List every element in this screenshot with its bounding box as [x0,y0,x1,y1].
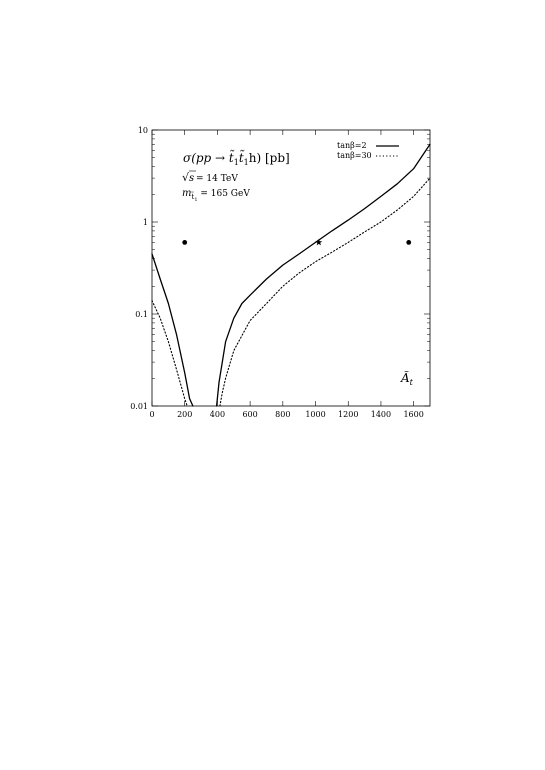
x-tick-label: 1400 [371,410,391,419]
y-tick-label: 10 [138,126,148,135]
series-line-tanb30 [151,300,188,407]
svg-text:s: s [189,173,194,184]
svg-text:= 14 TeV: = 14 TeV [196,174,238,184]
axis-ticks: 0 200 400 600 800 1000 1200 1400 1600 0.01 0.1 1 10 [130,126,430,419]
legend: tanβ=2 tanβ=30 [337,141,399,160]
x-tick-label: 600 [242,410,257,419]
x-axis-label: Ãt [400,370,414,387]
y-tick-label: 0.01 [130,402,148,411]
x-tick-label: 800 [275,410,290,419]
series-line-tanb2 [215,143,431,407]
energy-annotation: √ s = 14 TeV [182,170,238,184]
legend-label-tanb30: tanβ=30 [337,151,372,160]
x-tick-label: 0 [149,410,154,419]
svg-text:√: √ [182,171,190,184]
x-tick-label: 1200 [338,410,358,419]
series-line-tanb2 [151,253,194,407]
series-lines [151,143,431,407]
mass-annotation: mt̃1 = 165 GeV [182,188,250,203]
dot-marker [182,240,188,245]
y-tick-label: 0.1 [135,310,148,319]
dot-marker [406,240,412,245]
chart-title: σ(pp → t̃1t̃1h) [pb] [183,149,290,167]
legend-label-tanb2: tanβ=2 [337,141,367,150]
star-marker [315,238,323,246]
x-tick-label: 1000 [305,410,325,419]
x-tick-label: 1600 [403,410,423,419]
x-tick-label: 200 [177,410,192,419]
plot-frame [151,129,431,407]
markers [182,238,412,246]
series-line-tanb30 [219,177,431,407]
y-tick-label: 1 [143,218,148,227]
x-tick-label: 400 [210,410,225,419]
